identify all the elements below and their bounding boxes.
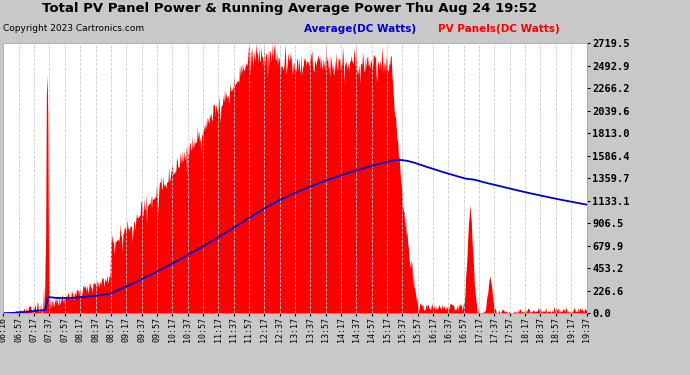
Text: Average(DC Watts): Average(DC Watts) bbox=[304, 24, 415, 34]
Text: Copyright 2023 Cartronics.com: Copyright 2023 Cartronics.com bbox=[3, 24, 145, 33]
Text: Total PV Panel Power & Running Average Power Thu Aug 24 19:52: Total PV Panel Power & Running Average P… bbox=[42, 2, 538, 15]
Text: PV Panels(DC Watts): PV Panels(DC Watts) bbox=[438, 24, 560, 34]
